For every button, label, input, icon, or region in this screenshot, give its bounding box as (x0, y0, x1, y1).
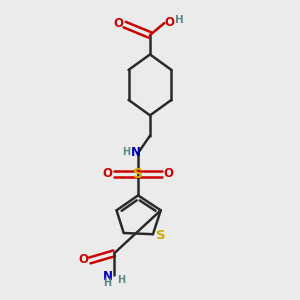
Text: O: O (103, 167, 112, 180)
Text: H: H (176, 15, 184, 25)
Text: O: O (164, 167, 173, 180)
Text: O: O (113, 17, 123, 31)
Text: S: S (156, 229, 165, 242)
Text: H: H (103, 278, 112, 288)
Text: H: H (122, 147, 130, 157)
Text: O: O (165, 16, 175, 29)
Text: H: H (117, 275, 125, 285)
Text: N: N (131, 146, 141, 159)
Text: O: O (78, 254, 88, 266)
Text: N: N (103, 270, 112, 283)
Text: S: S (133, 167, 143, 181)
